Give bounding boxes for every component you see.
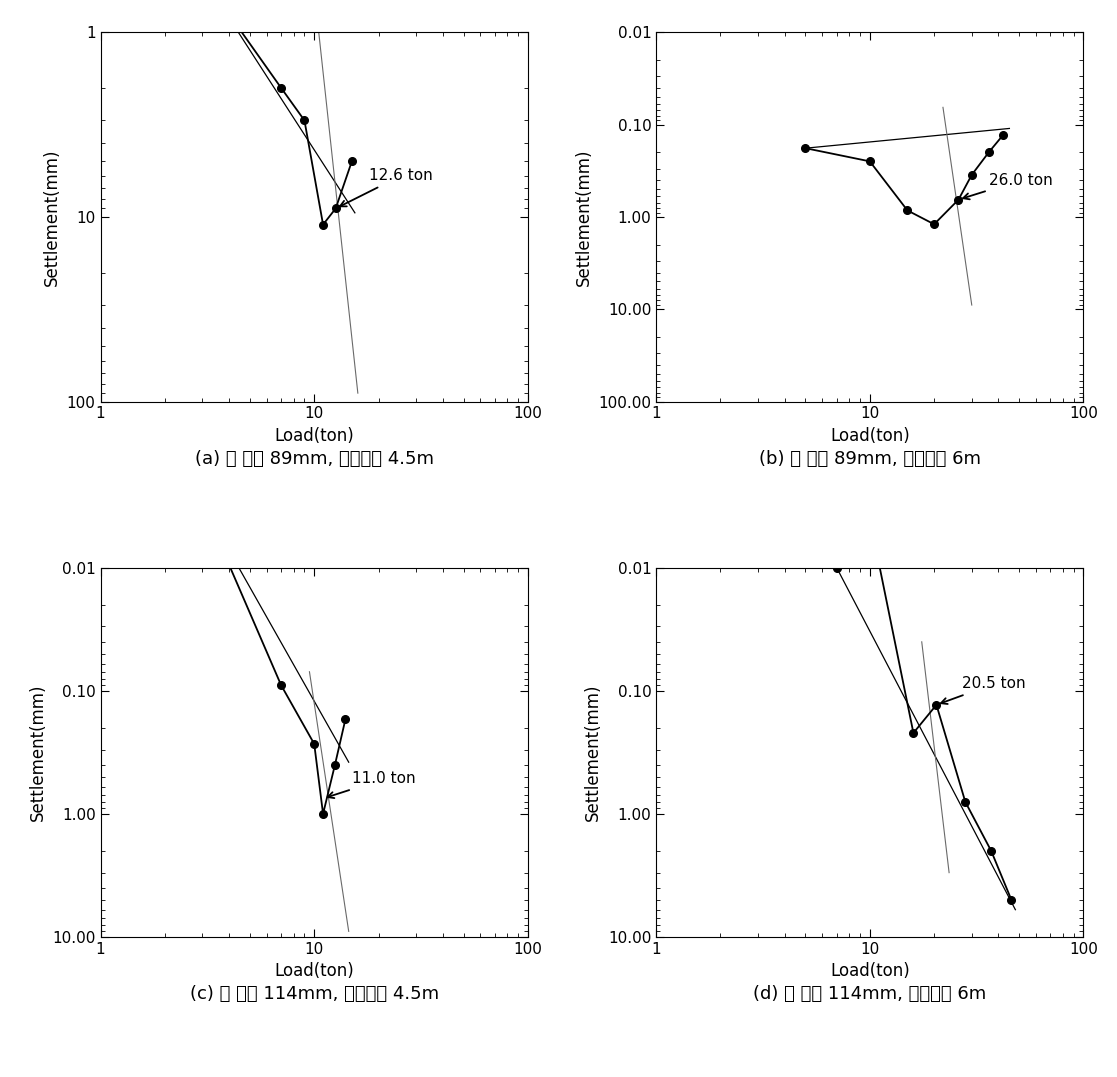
- Y-axis label: Settlement(mm): Settlement(mm): [584, 684, 602, 821]
- Text: 20.5 ton: 20.5 ton: [941, 676, 1025, 704]
- X-axis label: Load(ton): Load(ton): [830, 426, 909, 445]
- Text: (b) 축 직경 89mm, 관입깊이 6m: (b) 축 직경 89mm, 관입깊이 6m: [758, 450, 981, 468]
- X-axis label: Load(ton): Load(ton): [830, 963, 909, 980]
- Text: (c) 축 직경 114mm, 관입깊이 4.5m: (c) 축 직경 114mm, 관입깊이 4.5m: [190, 985, 439, 1004]
- Y-axis label: Settlement(mm): Settlement(mm): [575, 149, 593, 285]
- X-axis label: Load(ton): Load(ton): [275, 963, 354, 980]
- Text: (d) 축 직경 114mm, 관입깊이 6m: (d) 축 직경 114mm, 관입깊이 6m: [753, 985, 986, 1004]
- Y-axis label: Settlement(mm): Settlement(mm): [44, 149, 61, 285]
- Y-axis label: Settlement(mm): Settlement(mm): [29, 684, 47, 821]
- Text: 11.0 ton: 11.0 ton: [327, 771, 416, 798]
- Text: (a) 축 직경 89mm, 관입깊이 4.5m: (a) 축 직경 89mm, 관입깊이 4.5m: [194, 450, 433, 468]
- Text: 26.0 ton: 26.0 ton: [963, 172, 1052, 199]
- X-axis label: Load(ton): Load(ton): [275, 426, 354, 445]
- Text: 12.6 ton: 12.6 ton: [340, 168, 432, 207]
